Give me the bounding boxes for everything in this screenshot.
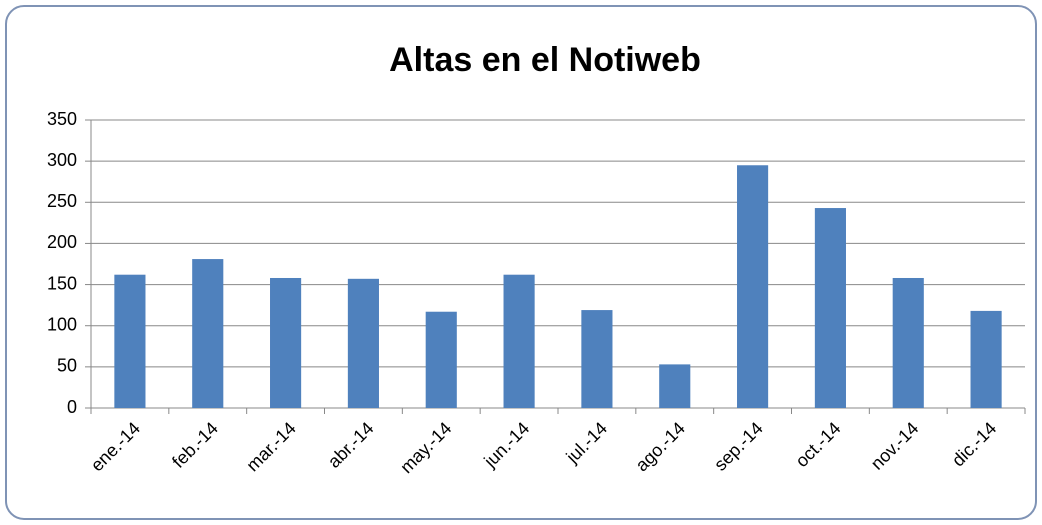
bar xyxy=(347,278,379,408)
bar xyxy=(114,274,146,408)
bar xyxy=(970,310,1002,408)
y-tick-label: 0 xyxy=(67,397,77,417)
y-tick-label: 300 xyxy=(47,150,77,170)
bar xyxy=(192,259,224,408)
y-tick-label: 250 xyxy=(47,191,77,211)
y-tick-label: 100 xyxy=(47,314,77,334)
bar xyxy=(892,277,924,408)
bar xyxy=(503,274,535,408)
bar xyxy=(659,364,691,408)
y-tick-label: 50 xyxy=(57,356,77,376)
y-tick-label: 150 xyxy=(47,273,77,293)
y-tick-label: 200 xyxy=(47,232,77,252)
bar xyxy=(737,165,769,408)
chart-title: Altas en el Notiweb xyxy=(389,41,701,79)
y-tick-label: 350 xyxy=(47,109,77,129)
bar xyxy=(270,277,302,408)
bar xyxy=(581,310,613,408)
bar xyxy=(425,311,457,408)
bar xyxy=(814,208,846,408)
chart-border xyxy=(5,5,1037,520)
